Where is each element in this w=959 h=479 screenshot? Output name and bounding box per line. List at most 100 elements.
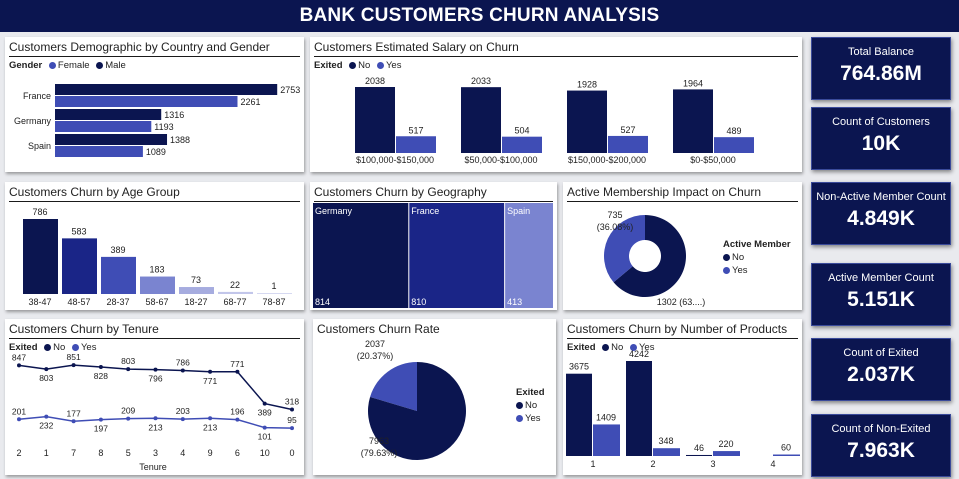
data-label: 786 (176, 358, 190, 368)
data-point (17, 363, 21, 368)
data-label: 1302 (63....) (657, 297, 706, 307)
data-label: 232 (39, 421, 53, 431)
bar (218, 291, 253, 294)
series-line (18, 364, 293, 411)
bar (179, 287, 214, 294)
donut-slice (613, 215, 686, 297)
kpi-value: 764.86M (840, 62, 922, 85)
legend-item-no: No (525, 400, 538, 411)
y-tick-label: Germany (14, 116, 52, 126)
pie-slice (370, 362, 417, 411)
bar-no (673, 89, 713, 153)
bar-female (55, 96, 238, 107)
data-point (71, 363, 76, 368)
data-label: 828 (94, 371, 108, 381)
x-tick-label: $50,000-$100,000 (464, 155, 537, 165)
legend-item-no: No (611, 342, 624, 353)
legend: Gender Female Male (9, 60, 126, 71)
data-label: 1964 (683, 78, 703, 88)
tenure-line-chart: 8478038518288037967867717713893182012321… (12, 352, 299, 472)
data-label: 201 (12, 406, 26, 416)
data-label: 4242 (629, 349, 649, 359)
bar-female (55, 146, 143, 157)
data-label: 73 (191, 275, 201, 285)
bar-yes (593, 424, 620, 456)
data-label: 197 (94, 424, 108, 434)
data-label: 101 (258, 432, 272, 442)
data-label: 196 (230, 407, 244, 417)
data-label: 220 (718, 439, 733, 449)
legend-item-no: No (732, 252, 745, 263)
kpi-total-balance: Total Balance 764.86M (811, 37, 951, 100)
data-label: 183 (149, 265, 164, 275)
data-label: 527 (620, 125, 635, 135)
x-tick-label: 10 (260, 448, 270, 458)
data-point (290, 407, 294, 412)
data-label: 1409 (596, 412, 616, 422)
kpi-label: Count of Non-Exited (831, 423, 931, 435)
data-label: 46 (694, 443, 704, 453)
bar-male (55, 84, 278, 95)
dashboard-title: BANK CUSTOMERS CHURN ANALYSIS (0, 0, 959, 32)
x-tick-label: 9 (208, 448, 213, 458)
legend-title: Gender (9, 60, 43, 71)
data-label: (20.37%) (357, 351, 394, 361)
data-label: 209 (121, 406, 135, 416)
data-label: 389 (110, 245, 125, 255)
legend-title: Exited (567, 342, 596, 353)
data-point (98, 417, 103, 422)
x-tick-label: 3 (153, 448, 158, 458)
data-label: 2037 (365, 339, 385, 349)
data-label: 786 (32, 207, 47, 217)
kpi-label: Count of Customers (832, 116, 930, 128)
data-label: (79.63%) (361, 448, 398, 458)
data-point (235, 417, 240, 422)
data-label: 771 (203, 376, 217, 386)
data-label: 7963 (369, 436, 389, 446)
kpi-value: 10K (861, 132, 901, 155)
x-tick-label: 7 (71, 448, 76, 458)
panel-geography: Customers Churn by Geography Germany 814 F… (310, 182, 557, 310)
data-point (71, 419, 76, 424)
kpi-active-members: Active Member Count 5.151K (811, 263, 951, 326)
legend-item-yes: Yes (525, 413, 541, 424)
bar-yes (714, 137, 754, 153)
data-label: 1388 (170, 135, 190, 145)
x-tick-label: 18-27 (184, 297, 207, 307)
x-tick-label: 68-77 (223, 297, 246, 307)
data-label: 851 (67, 352, 81, 362)
bar-female (55, 121, 152, 132)
kpi-label: Active Member Count (828, 272, 934, 284)
data-label: 213 (148, 422, 162, 432)
membership-donut-chart: 735 (36.08%) 1302 (63....) (597, 210, 706, 307)
data-label: 213 (203, 422, 217, 432)
data-label: 803 (121, 356, 135, 366)
kpi-label: Count of Exited (843, 347, 919, 359)
bar-no (566, 373, 592, 456)
panel-title: Customers Churn by Number of Products (567, 322, 798, 339)
data-label: (36.08%) (597, 222, 634, 232)
data-point (208, 369, 213, 374)
legend-item-female: Female (57, 60, 90, 71)
x-tick-label: 4 (180, 448, 185, 458)
kpi-label: Non-Active Member Count (816, 191, 946, 203)
data-point (153, 416, 158, 421)
x-tick-label: 6 (235, 448, 240, 458)
geography-treemap: Germany 814 France 810 Spain 413 (313, 203, 553, 308)
x-tick-label: 58-67 (145, 297, 168, 307)
data-label: 735 (607, 210, 622, 220)
bar-yes (773, 454, 800, 456)
data-label: 847 (12, 352, 26, 362)
legend: Active Member No Yes (723, 238, 791, 277)
x-tick-label: 4 (770, 459, 775, 469)
data-label: 2038 (365, 76, 385, 86)
legend-item-yes: Yes (732, 265, 748, 276)
kpi-value: 4.849K (847, 207, 915, 230)
x-tick-label: 5 (126, 448, 131, 458)
data-label: 177 (67, 408, 81, 418)
x-tick-label: 0 (289, 448, 294, 458)
data-point (17, 417, 21, 422)
treemap-label: Spain (507, 206, 530, 216)
panel-title: Customers Churn by Age Group (9, 185, 300, 202)
